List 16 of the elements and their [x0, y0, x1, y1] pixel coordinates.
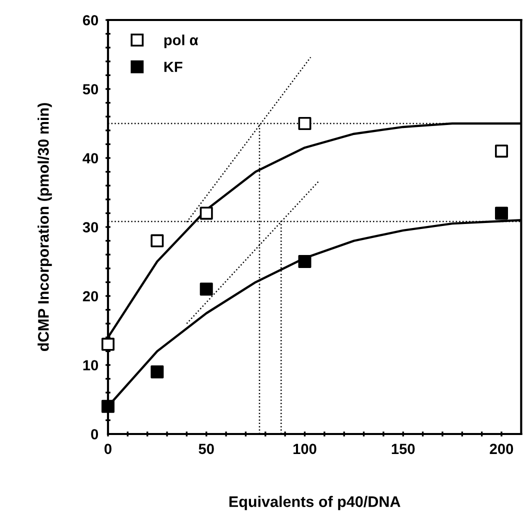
x-tick-label: 100 [294, 444, 316, 454]
y-tick-label: 60 [82, 15, 98, 26]
x-tick-label: 50 [198, 444, 214, 454]
x-tick-label: 0 [104, 444, 112, 454]
y-tick-label: 50 [82, 84, 98, 94]
y-axis-title: dCMP Incorporation (pmol/30 min) [38, 103, 52, 352]
y-tick-label: 40 [82, 153, 98, 164]
x-axis-title: Equivalents of p40/DNA [229, 496, 400, 510]
y-tick-label: 0 [91, 429, 98, 440]
x-tick-label: 150 [392, 444, 415, 454]
y-tick-label: 10 [83, 360, 98, 370]
legend-label: pol α [164, 34, 198, 48]
legend-label: KF [164, 62, 182, 72]
y-tick-label: 20 [82, 291, 98, 302]
y-tick-label: 30 [82, 222, 98, 232]
x-tick-label: 200 [490, 444, 514, 454]
